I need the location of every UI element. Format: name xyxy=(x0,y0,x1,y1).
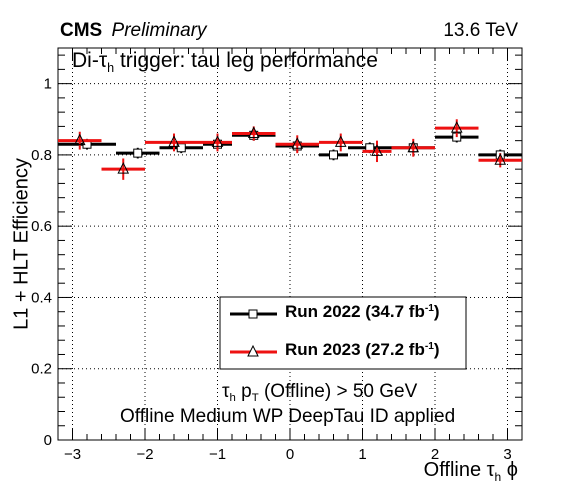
legend-marker-triangle xyxy=(247,344,259,357)
axes: −3 −2 −1 0 1 2 3 0 0.2 0.4 0.6 0.8 1 xyxy=(31,48,523,463)
data-point xyxy=(73,133,86,146)
data-point xyxy=(117,162,130,174)
x-tick-label: −2 xyxy=(136,446,153,463)
data-point xyxy=(450,121,463,133)
annotation-id: Offline Medium WP DeepTau ID applied xyxy=(120,406,456,427)
title-tau: τ xyxy=(98,49,108,72)
experiment-header: CMS Preliminary xyxy=(60,20,207,42)
y-tick-label: 1 xyxy=(44,76,52,93)
x-tick-label: −3 xyxy=(64,446,81,463)
legend-2022-text: Run 2022 (34.7 fb xyxy=(285,302,425,321)
legend-2023-text: Run 2023 (27.2 fb xyxy=(285,340,425,359)
annotation-pt-rest: (Offline) > 50 GeV xyxy=(258,381,418,402)
legend-label-2022: Run 2022 (34.7 fb-1) xyxy=(285,302,440,322)
x-tick-label: 1 xyxy=(358,446,366,463)
annotation-pt-cut: τh pT (Offline) > 50 GeV xyxy=(222,381,417,404)
legend-2022-sup: -1 xyxy=(424,302,434,314)
title-prefix: Di- xyxy=(72,49,99,72)
data-point xyxy=(247,126,260,139)
x-axis-label-prefix: Offline xyxy=(423,459,487,481)
legend-2023-close: ) xyxy=(433,340,440,359)
legend-2023-sup: -1 xyxy=(424,340,434,352)
legend xyxy=(219,296,467,370)
data-point xyxy=(329,150,338,160)
y-tick-label: 0.4 xyxy=(31,289,52,306)
y-tick-label: 0 xyxy=(44,432,52,449)
x-tick-label: 0 xyxy=(286,446,294,463)
legend-2022-close: ) xyxy=(433,302,440,321)
legend-label-2023: Run 2023 (27.2 fb-1) xyxy=(285,340,440,360)
x-tick-label: 2 xyxy=(431,446,439,463)
data-point xyxy=(168,135,180,147)
x-tick-label: −1 xyxy=(209,446,226,463)
y-tick-label: 0.8 xyxy=(31,147,52,164)
legend-marker-square xyxy=(248,309,258,319)
data-series xyxy=(58,119,522,180)
data-point xyxy=(291,137,304,149)
annotation-tau-sub: h xyxy=(229,392,236,405)
experiment-label: CMS xyxy=(60,20,103,41)
annotation-p-sub: T xyxy=(251,392,259,405)
data-point xyxy=(211,135,224,147)
status-label: Preliminary xyxy=(111,20,207,41)
data-point xyxy=(334,135,347,147)
title-sub: h xyxy=(107,60,115,75)
data-point xyxy=(133,148,143,158)
legend-box xyxy=(219,296,467,370)
x-axis-label-tau: τ xyxy=(486,459,495,481)
x-axis-label: Offline τh ϕ xyxy=(424,459,518,484)
y-tick-label: 0.2 xyxy=(31,361,52,378)
x-axis-label-sub: h xyxy=(494,469,502,484)
energy-label: 13.6 TeV xyxy=(443,20,518,41)
x-axis-label-suffix: ϕ xyxy=(501,459,518,481)
series-1 xyxy=(58,119,522,180)
plot-title: Di-τh trigger: tau leg performance xyxy=(72,49,378,75)
data-point xyxy=(407,140,420,153)
y-axis-label: L1 + HLT Efficiency xyxy=(10,158,33,330)
annotation-p: p xyxy=(235,381,252,402)
y-tick-label: 0.6 xyxy=(31,218,52,235)
data-point xyxy=(371,144,383,156)
annotation-tau: τ xyxy=(222,381,230,402)
title-suffix: trigger: tau leg performance xyxy=(114,49,378,72)
x-tick-label: 3 xyxy=(503,446,511,463)
data-point xyxy=(494,153,507,165)
